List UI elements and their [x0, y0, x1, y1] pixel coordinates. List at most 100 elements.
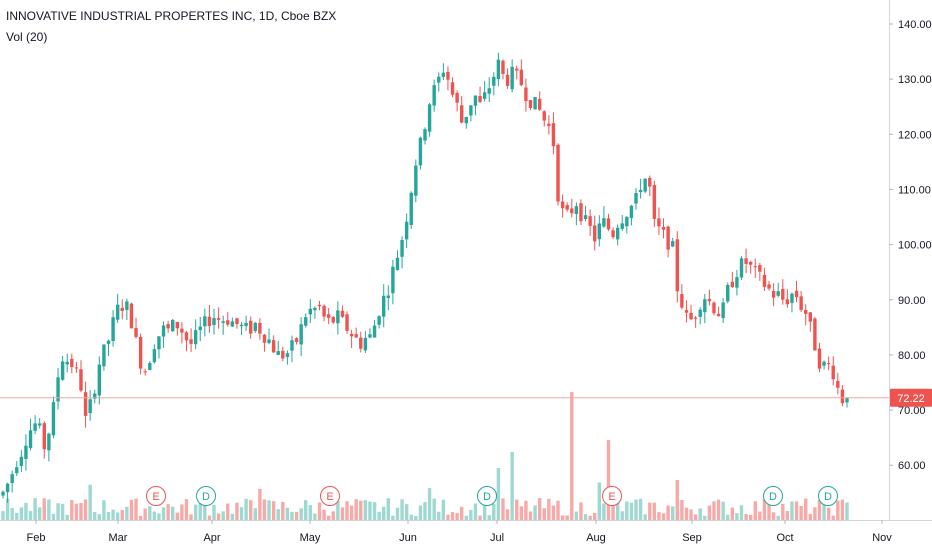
candle-body	[459, 105, 464, 123]
volume-bar	[326, 515, 331, 520]
volume-bar	[661, 513, 666, 520]
candle-body	[193, 330, 198, 345]
volume-bar	[579, 502, 583, 520]
volume-bar	[528, 511, 533, 520]
candle-body	[331, 317, 335, 323]
candle-body	[198, 326, 202, 331]
candle-body	[258, 322, 262, 334]
volume-bar	[409, 514, 413, 520]
candle-body	[831, 365, 835, 380]
event-marker-dividend[interactable]	[763, 486, 783, 506]
volume-bar	[689, 509, 693, 520]
candle-body	[597, 223, 602, 240]
volume-bar	[505, 509, 510, 520]
volume-bar	[340, 507, 345, 520]
volume-bar	[478, 515, 482, 520]
candle-body	[648, 177, 652, 187]
candle-body	[537, 98, 542, 110]
volume-bar	[748, 514, 753, 520]
volume-bar	[148, 506, 152, 520]
candle-body	[785, 299, 790, 305]
candle-body	[593, 225, 597, 242]
candle-body	[790, 293, 794, 303]
candle-body	[262, 334, 267, 343]
candle-body	[106, 340, 111, 344]
candle-body	[652, 185, 657, 219]
volume-bar	[414, 515, 418, 520]
candle-body	[634, 192, 638, 204]
volume-bar	[395, 507, 400, 520]
volume-bar	[446, 514, 450, 520]
candle-body	[189, 339, 193, 344]
candle-body	[74, 367, 79, 369]
candle-body	[253, 322, 257, 331]
candle-body	[588, 216, 592, 226]
volume-bar	[235, 502, 239, 520]
volume-bar	[382, 506, 386, 520]
candle-body	[547, 123, 551, 127]
candle-body	[680, 293, 684, 308]
event-marker-earnings[interactable]	[320, 486, 340, 506]
last-price-label: 72.22	[897, 393, 925, 405]
volume-bar	[693, 514, 698, 520]
volume-bar	[184, 499, 189, 520]
volume-bar	[648, 502, 652, 520]
candle-body	[643, 178, 647, 192]
candle-body	[675, 239, 679, 292]
candle-body	[120, 307, 124, 311]
volume-bar	[345, 501, 349, 520]
volume-bar	[583, 514, 588, 520]
candle-body	[404, 221, 409, 240]
event-marker-dividend[interactable]	[196, 486, 216, 506]
volume-bar	[423, 502, 427, 520]
candle-body	[455, 92, 459, 103]
volume-bar	[487, 515, 491, 520]
candle-body	[446, 71, 450, 80]
volume-bar	[588, 515, 592, 520]
candle-body	[606, 218, 611, 230]
volume-bar	[166, 504, 170, 520]
event-marker-dividend[interactable]	[818, 486, 838, 506]
candle-body	[102, 344, 106, 367]
event-marker-dividend[interactable]	[477, 486, 497, 506]
candle-body	[744, 258, 748, 264]
volume-bar	[547, 498, 551, 520]
volume-bar	[203, 505, 207, 520]
volume-bar	[482, 500, 487, 520]
candle-body	[230, 321, 235, 327]
volume-bar	[831, 515, 835, 520]
event-marker-earnings[interactable]	[602, 486, 622, 506]
volume-bar	[400, 499, 404, 520]
event-marker-earnings[interactable]	[146, 486, 166, 506]
volume-bar	[606, 440, 611, 520]
candle-body	[180, 328, 184, 333]
volume-indicator-label[interactable]: Vol (20)	[6, 30, 48, 44]
candle-body	[748, 261, 753, 265]
candle-body	[322, 305, 326, 317]
volume-bar	[281, 501, 285, 520]
volume-bar	[762, 499, 767, 520]
candle-body	[368, 334, 372, 338]
volume-bar	[212, 505, 216, 520]
candle-body	[657, 218, 661, 227]
volume-bar	[198, 501, 202, 520]
volume-bar	[19, 507, 24, 520]
candle-body	[501, 60, 505, 74]
candle-body	[134, 328, 138, 337]
volume-bar	[5, 498, 10, 520]
candle-body	[661, 227, 666, 230]
candle-body	[826, 363, 831, 365]
volume-bar	[597, 482, 602, 520]
volume-bar	[37, 507, 42, 520]
volume-bar	[88, 484, 92, 520]
candle-body	[432, 85, 436, 106]
volume-bar	[28, 511, 33, 520]
candle-body	[1, 491, 5, 496]
volume-bar	[473, 503, 478, 520]
candle-body	[138, 336, 143, 369]
x-tick-label: Feb	[27, 532, 46, 544]
x-tick-label: Jul	[490, 532, 504, 544]
volume-bar	[253, 508, 257, 520]
candle-body	[726, 284, 730, 302]
